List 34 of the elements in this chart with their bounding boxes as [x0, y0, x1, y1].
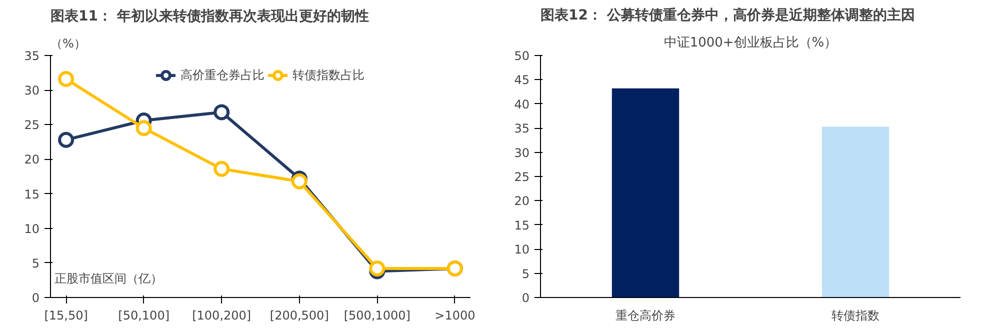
x-tick-label: [200,500] [270, 308, 329, 322]
legend-label: 高价重仓券占比 [180, 66, 264, 84]
y-tick-label: 5 [522, 266, 530, 281]
y-tick-label: 20 [24, 152, 40, 167]
y-tick-label: 50 [514, 49, 530, 63]
y-tick-label: 25 [24, 118, 40, 132]
y-tick-label: 10 [514, 242, 530, 257]
y-tick-label: 30 [24, 84, 40, 98]
y-tick-label: 40 [514, 97, 530, 112]
chart-title: 图表12： 公募转债重仓券中，高价券是近期整体调整的主因 [540, 6, 915, 24]
y-tick-label: 0 [32, 291, 40, 305]
y-tick-label: 15 [24, 187, 40, 202]
x-tick-label: [100,200] [192, 308, 252, 322]
x-tick-label: [50,100] [118, 308, 170, 322]
x-tick-label: [500,1000] [344, 308, 410, 322]
chart-subtitle: 中证1000+创业板占比（%） [664, 36, 838, 50]
x-tick-label: 转债指数 [832, 308, 880, 322]
y-tick-label: 15 [514, 218, 530, 232]
y-tick-label: 30 [514, 146, 530, 160]
y-tick-label: 10 [24, 222, 40, 236]
y-tick-label: 45 [514, 73, 530, 88]
x-tick-label: >1000 [434, 308, 476, 322]
y-tick-label: 25 [514, 170, 530, 184]
chart-title: 图表11： 年初以来转债指数再次表现出更好的韧性 [50, 8, 369, 24]
y-tick-label: 0 [522, 291, 530, 305]
y-tick-label: 35 [24, 49, 40, 63]
y-tick-label: 5 [32, 256, 40, 270]
annotation: 正股市值区间（亿） [54, 272, 162, 286]
y-axis-title: （%） [50, 36, 86, 50]
y-tick-label: 35 [514, 122, 530, 136]
x-tick-label: 重仓高价券 [616, 308, 676, 322]
y-tick-label: 20 [514, 194, 530, 208]
legend-label: 转债指数占比 [292, 66, 364, 84]
x-tick-label: [15,50] [44, 308, 88, 322]
